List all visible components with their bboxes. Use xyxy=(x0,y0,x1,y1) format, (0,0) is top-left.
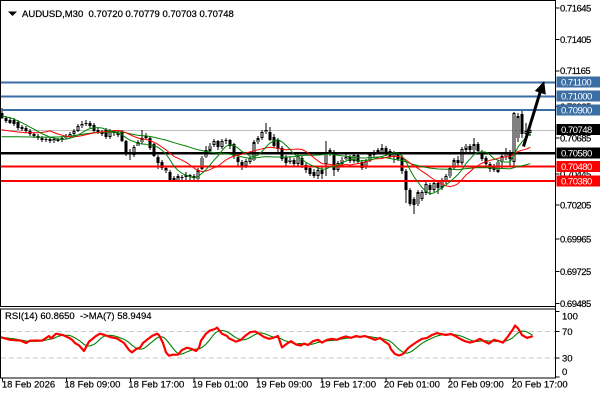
svg-text:19 Feb 17:00: 19 Feb 17:00 xyxy=(320,380,376,391)
svg-text:0.71645: 0.71645 xyxy=(560,3,591,14)
svg-text:70: 70 xyxy=(562,327,573,338)
svg-text:18 Feb 2026: 18 Feb 2026 xyxy=(2,380,55,391)
svg-text:AUDUSD,M30 0.70720 0.70779 0.: AUDUSD,M30 0.70720 0.70779 0.70703 0.707… xyxy=(22,9,234,20)
svg-text:0.70380: 0.70380 xyxy=(561,176,592,187)
svg-text:0.70480: 0.70480 xyxy=(561,162,592,173)
svg-text:0.69965: 0.69965 xyxy=(560,234,591,245)
svg-text:0.71405: 0.71405 xyxy=(560,35,591,46)
svg-text:30: 30 xyxy=(562,353,573,364)
svg-text:19 Feb 09:00: 19 Feb 09:00 xyxy=(256,380,312,391)
svg-text:20 Feb 01:00: 20 Feb 01:00 xyxy=(384,380,440,391)
svg-text:18 Feb 17:00: 18 Feb 17:00 xyxy=(128,380,184,391)
svg-text:0.71165: 0.71165 xyxy=(560,66,590,77)
svg-text:19 Feb 01:00: 19 Feb 01:00 xyxy=(192,380,248,391)
svg-text:0.70445: 0.70445 xyxy=(560,169,591,180)
svg-text:20 Feb 09:00: 20 Feb 09:00 xyxy=(448,380,504,391)
svg-text:100: 100 xyxy=(562,311,578,322)
svg-text:0: 0 xyxy=(562,367,567,378)
svg-text:0.70580: 0.70580 xyxy=(561,148,592,159)
svg-text:0.69485: 0.69485 xyxy=(560,299,591,310)
svg-text:0.70205: 0.70205 xyxy=(560,200,591,211)
svg-text:0.70900: 0.70900 xyxy=(561,105,592,116)
svg-text:0.71000: 0.71000 xyxy=(561,91,592,102)
svg-text:0.71100: 0.71100 xyxy=(561,77,591,88)
svg-text:0.69725: 0.69725 xyxy=(560,267,591,278)
svg-text:0.70748: 0.70748 xyxy=(561,125,592,136)
svg-text:RSI(14) 60.8650 ->MA(7) 58.94: RSI(14) 60.8650 ->MA(7) 58.9494 xyxy=(5,311,152,322)
svg-text:0.70685: 0.70685 xyxy=(560,133,591,144)
svg-text:18 Feb 09:00: 18 Feb 09:00 xyxy=(64,380,120,391)
svg-text:20 Feb 17:00: 20 Feb 17:00 xyxy=(512,380,568,391)
